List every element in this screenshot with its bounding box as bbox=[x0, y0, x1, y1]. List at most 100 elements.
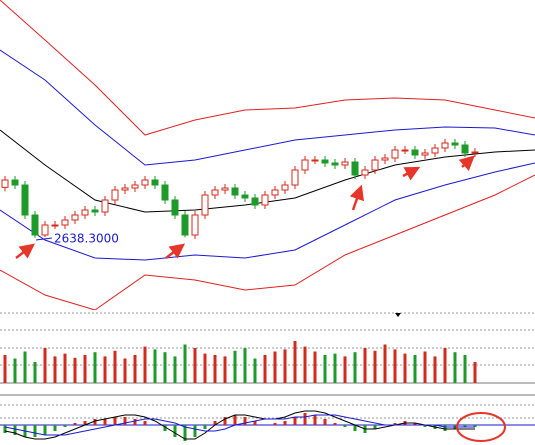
volume-bar bbox=[293, 341, 297, 383]
volume-bar bbox=[43, 348, 47, 383]
volume-bar bbox=[463, 355, 467, 383]
macd-bar bbox=[13, 425, 17, 435]
macd-bar bbox=[83, 421, 87, 425]
candle-body bbox=[281, 184, 289, 191]
candle-body bbox=[181, 214, 189, 236]
volume-bar bbox=[163, 352, 167, 383]
candle-body bbox=[271, 189, 279, 196]
volume-bar bbox=[3, 355, 7, 383]
macd-panel bbox=[0, 410, 535, 441]
volume-bar bbox=[93, 352, 97, 383]
volume-bar bbox=[213, 355, 217, 383]
macd-bar bbox=[473, 425, 477, 427]
volume-bar bbox=[83, 355, 87, 383]
volume-bar bbox=[63, 353, 67, 383]
volume-bar bbox=[363, 348, 367, 383]
candle-body bbox=[71, 214, 79, 221]
volume-bar bbox=[23, 351, 27, 383]
macd-bar bbox=[123, 417, 127, 425]
candle-body bbox=[31, 214, 39, 236]
candle-body bbox=[431, 147, 439, 154]
macd-bar bbox=[183, 425, 187, 441]
volume-bar bbox=[413, 355, 417, 383]
volume-bar bbox=[113, 350, 117, 383]
volume-bar bbox=[273, 351, 277, 383]
volume-bar bbox=[203, 353, 207, 383]
volume-bar bbox=[233, 350, 237, 383]
candle-body bbox=[401, 149, 409, 152]
volume-bar bbox=[183, 344, 187, 383]
macd-bar bbox=[223, 417, 227, 425]
candle-body bbox=[81, 209, 89, 216]
candle-body bbox=[131, 184, 139, 189]
candle-body bbox=[311, 159, 319, 162]
macd-bar bbox=[233, 415, 237, 425]
volume-bar bbox=[303, 346, 307, 383]
volume-bar bbox=[103, 356, 107, 383]
candle-body bbox=[121, 187, 129, 191]
volume-bar bbox=[193, 348, 197, 383]
candle-body bbox=[61, 219, 69, 226]
candle-body bbox=[211, 189, 219, 196]
band-line bbox=[0, 174, 535, 310]
candle-body bbox=[331, 162, 339, 166]
volume-bar bbox=[73, 357, 77, 383]
marker-triangle bbox=[395, 313, 401, 317]
volume-bar bbox=[123, 358, 127, 383]
candle-body bbox=[471, 151, 479, 154]
volume-bar bbox=[243, 348, 247, 383]
macd-bar bbox=[463, 425, 467, 427]
candle-body bbox=[11, 179, 19, 186]
volume-bar bbox=[143, 346, 147, 383]
macd-bar bbox=[273, 423, 277, 425]
volume-bar bbox=[333, 353, 337, 383]
macd-bar bbox=[243, 417, 247, 425]
macd-bar bbox=[313, 415, 317, 425]
macd-bar bbox=[143, 421, 147, 425]
volume-bar bbox=[423, 351, 427, 383]
candle-body bbox=[241, 194, 249, 199]
candle-body bbox=[261, 194, 269, 206]
volume-bar bbox=[343, 356, 347, 383]
candle-body bbox=[451, 142, 459, 146]
candle-body bbox=[351, 161, 359, 176]
candle-body bbox=[441, 142, 449, 149]
macd-bar bbox=[93, 419, 97, 425]
arrows bbox=[15, 155, 475, 259]
volume-bar bbox=[453, 352, 457, 383]
macd-bar bbox=[303, 413, 307, 425]
candle-body bbox=[301, 159, 309, 171]
volume-bar bbox=[383, 344, 387, 383]
macd-bar bbox=[323, 419, 327, 425]
volume-bar bbox=[223, 356, 227, 383]
band-line bbox=[0, 49, 535, 166]
volume-bar bbox=[53, 356, 57, 383]
macd-bar bbox=[113, 417, 117, 425]
macd-line bbox=[4, 414, 475, 436]
candle-body bbox=[361, 169, 369, 176]
volume-bar bbox=[253, 358, 257, 383]
candle-body bbox=[461, 144, 469, 154]
macd-bar bbox=[343, 425, 347, 427]
macd-bar bbox=[133, 419, 137, 425]
macd-bar bbox=[43, 425, 47, 435]
macd-bar bbox=[73, 423, 77, 425]
volume-bar bbox=[153, 349, 157, 383]
candle-body bbox=[111, 189, 119, 201]
volume-bar bbox=[283, 349, 287, 383]
volume-bar bbox=[373, 350, 377, 383]
volume-bar bbox=[433, 356, 437, 383]
volume-bar bbox=[403, 353, 407, 383]
band-line bbox=[0, 162, 535, 261]
annotation: 2638.3000 bbox=[54, 232, 119, 246]
arrow bbox=[349, 184, 364, 211]
volume-bar bbox=[353, 352, 357, 383]
highlight-circle bbox=[456, 412, 506, 442]
macd-bar bbox=[3, 425, 7, 433]
volume-bar bbox=[443, 348, 447, 383]
macd-bar bbox=[443, 425, 447, 431]
price-panel bbox=[0, 0, 535, 310]
candle-body bbox=[41, 224, 49, 236]
candle-body bbox=[141, 179, 149, 186]
macd-bar bbox=[423, 425, 427, 427]
